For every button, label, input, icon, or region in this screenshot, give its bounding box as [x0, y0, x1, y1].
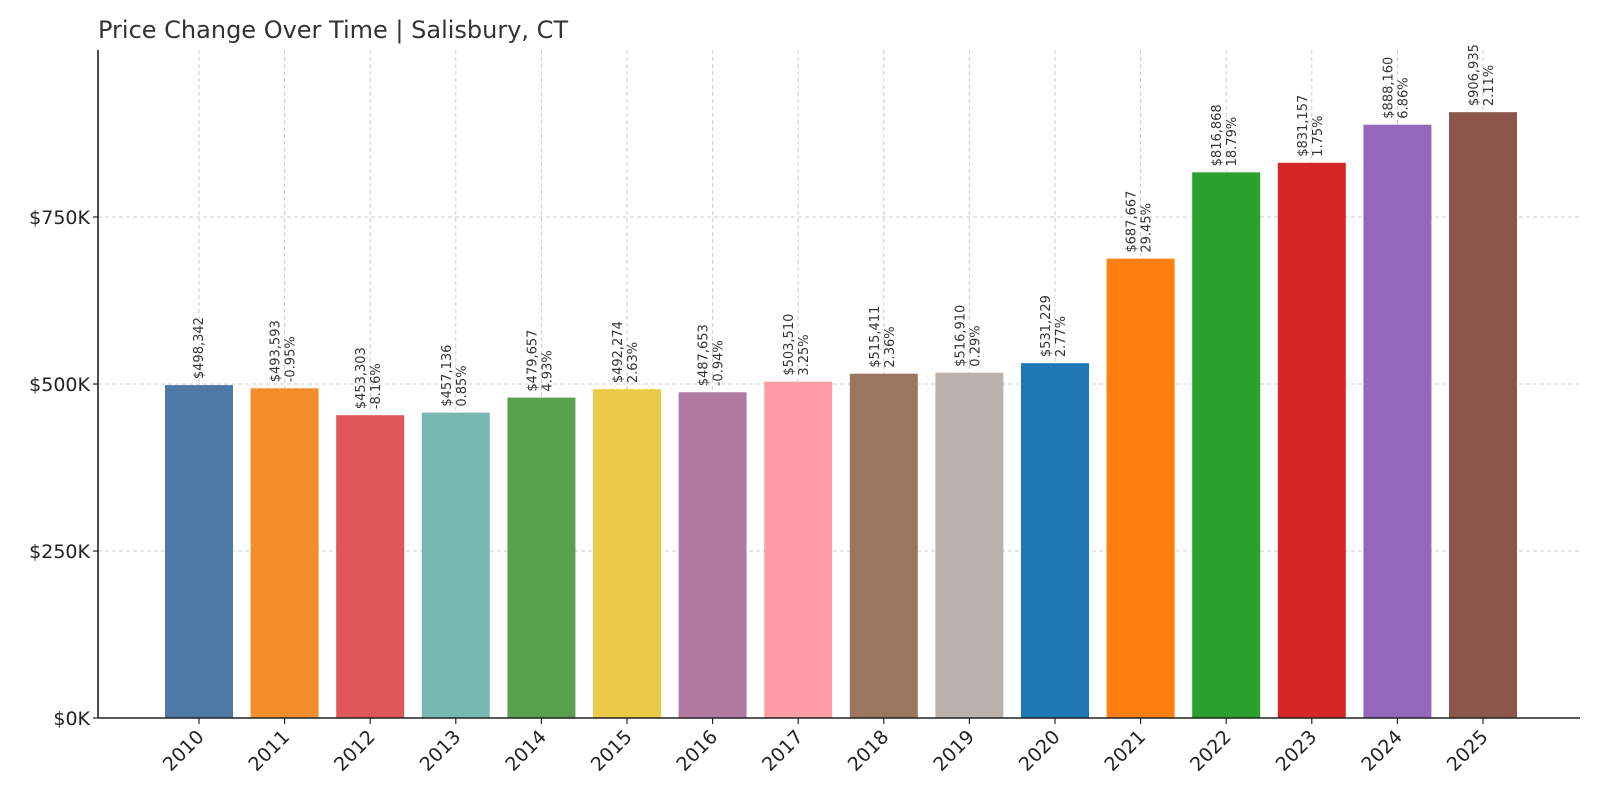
y-tick-label: $500K — [29, 374, 90, 396]
value-label: $487,653 — [697, 324, 712, 386]
percent-change-label: 2.11% — [1482, 65, 1497, 106]
x-tick-label: 2014 — [501, 726, 551, 776]
percent-change-label: 0.29% — [968, 325, 983, 366]
percent-change-label: 29.45% — [1140, 203, 1155, 253]
percent-change-label: -0.94% — [712, 340, 727, 386]
value-label: $503,510 — [782, 314, 797, 376]
x-tick-label: 2019 — [929, 726, 979, 776]
value-label: $498,342 — [192, 317, 207, 379]
bar-2018 — [849, 373, 918, 718]
value-label: $457,136 — [440, 345, 455, 407]
value-label: $888,160 — [1381, 57, 1396, 119]
x-tick-label: 2022 — [1186, 726, 1236, 776]
value-label: $516,910 — [953, 305, 968, 367]
percent-change-label: 3.25% — [797, 334, 812, 375]
y-tick-label: $0K — [53, 708, 90, 730]
percent-change-label: 6.86% — [1396, 77, 1411, 118]
value-label: $515,411 — [868, 306, 883, 368]
bar-2022 — [1192, 172, 1261, 719]
percent-change-label: -8.16% — [369, 363, 384, 409]
value-label: $479,657 — [525, 330, 540, 392]
percent-change-label: 2.77% — [1054, 316, 1069, 357]
grid-lines — [98, 50, 1580, 718]
bar-2024 — [1363, 124, 1432, 719]
x-tick-label: 2024 — [1357, 726, 1407, 776]
x-tick-label: 2015 — [587, 726, 637, 776]
value-label: $492,274 — [611, 321, 626, 383]
x-tick-label: 2018 — [844, 726, 894, 776]
percent-change-label: 2.36% — [883, 326, 898, 367]
bar-2017 — [764, 381, 833, 718]
percent-change-label: -0.95% — [284, 336, 299, 382]
y-tick-label: $750K — [29, 207, 90, 229]
bar-2012 — [336, 415, 405, 718]
percent-change-label: 1.75% — [1311, 115, 1326, 156]
x-tick-label: 2017 — [758, 726, 808, 776]
bar-2023 — [1277, 162, 1346, 719]
value-label: $816,868 — [1210, 104, 1225, 166]
bar-2020 — [1021, 363, 1089, 718]
data-labels: $498,342 $493,593 -0.95% $453,303 -8.16% $457… — [192, 44, 1497, 409]
x-tick-label: 2010 — [159, 726, 209, 776]
value-label: $493,593 — [269, 320, 284, 382]
x-tick-label: 2021 — [1100, 726, 1150, 776]
bar-2021 — [1106, 258, 1175, 718]
chart-title: Price Change Over Time | Salisbury, CT — [98, 16, 568, 44]
x-tick-label: 2023 — [1272, 726, 1322, 776]
x-tick-label: 2020 — [1015, 726, 1065, 776]
x-tick-label: 2016 — [672, 726, 722, 776]
percent-change-label: 4.93% — [540, 350, 555, 391]
percent-change-label: 2.63% — [626, 342, 641, 383]
bar-2016 — [678, 392, 747, 718]
value-label: $906,935 — [1467, 44, 1482, 106]
x-tick-label: 2013 — [416, 726, 466, 776]
percent-change-label: 0.85% — [455, 365, 470, 406]
bar-2011 — [250, 388, 319, 718]
x-tick-label: 2011 — [244, 726, 294, 776]
x-tick-label: 2025 — [1443, 726, 1493, 776]
bar-2025 — [1449, 112, 1517, 718]
percent-change-label: 18.79% — [1225, 117, 1240, 167]
y-tick-label: $250K — [29, 541, 90, 563]
bar-2010 — [165, 385, 233, 718]
value-label: $687,667 — [1125, 191, 1140, 253]
x-tick-label: 2012 — [330, 726, 380, 776]
bar-2015 — [593, 389, 661, 718]
value-label: $531,229 — [1039, 295, 1054, 357]
value-label: $453,303 — [354, 347, 369, 409]
bar-2014 — [507, 397, 576, 718]
bar-2013 — [421, 412, 490, 718]
bar-2019 — [935, 372, 1004, 718]
bars — [165, 112, 1517, 719]
value-label: $831,157 — [1296, 95, 1311, 157]
